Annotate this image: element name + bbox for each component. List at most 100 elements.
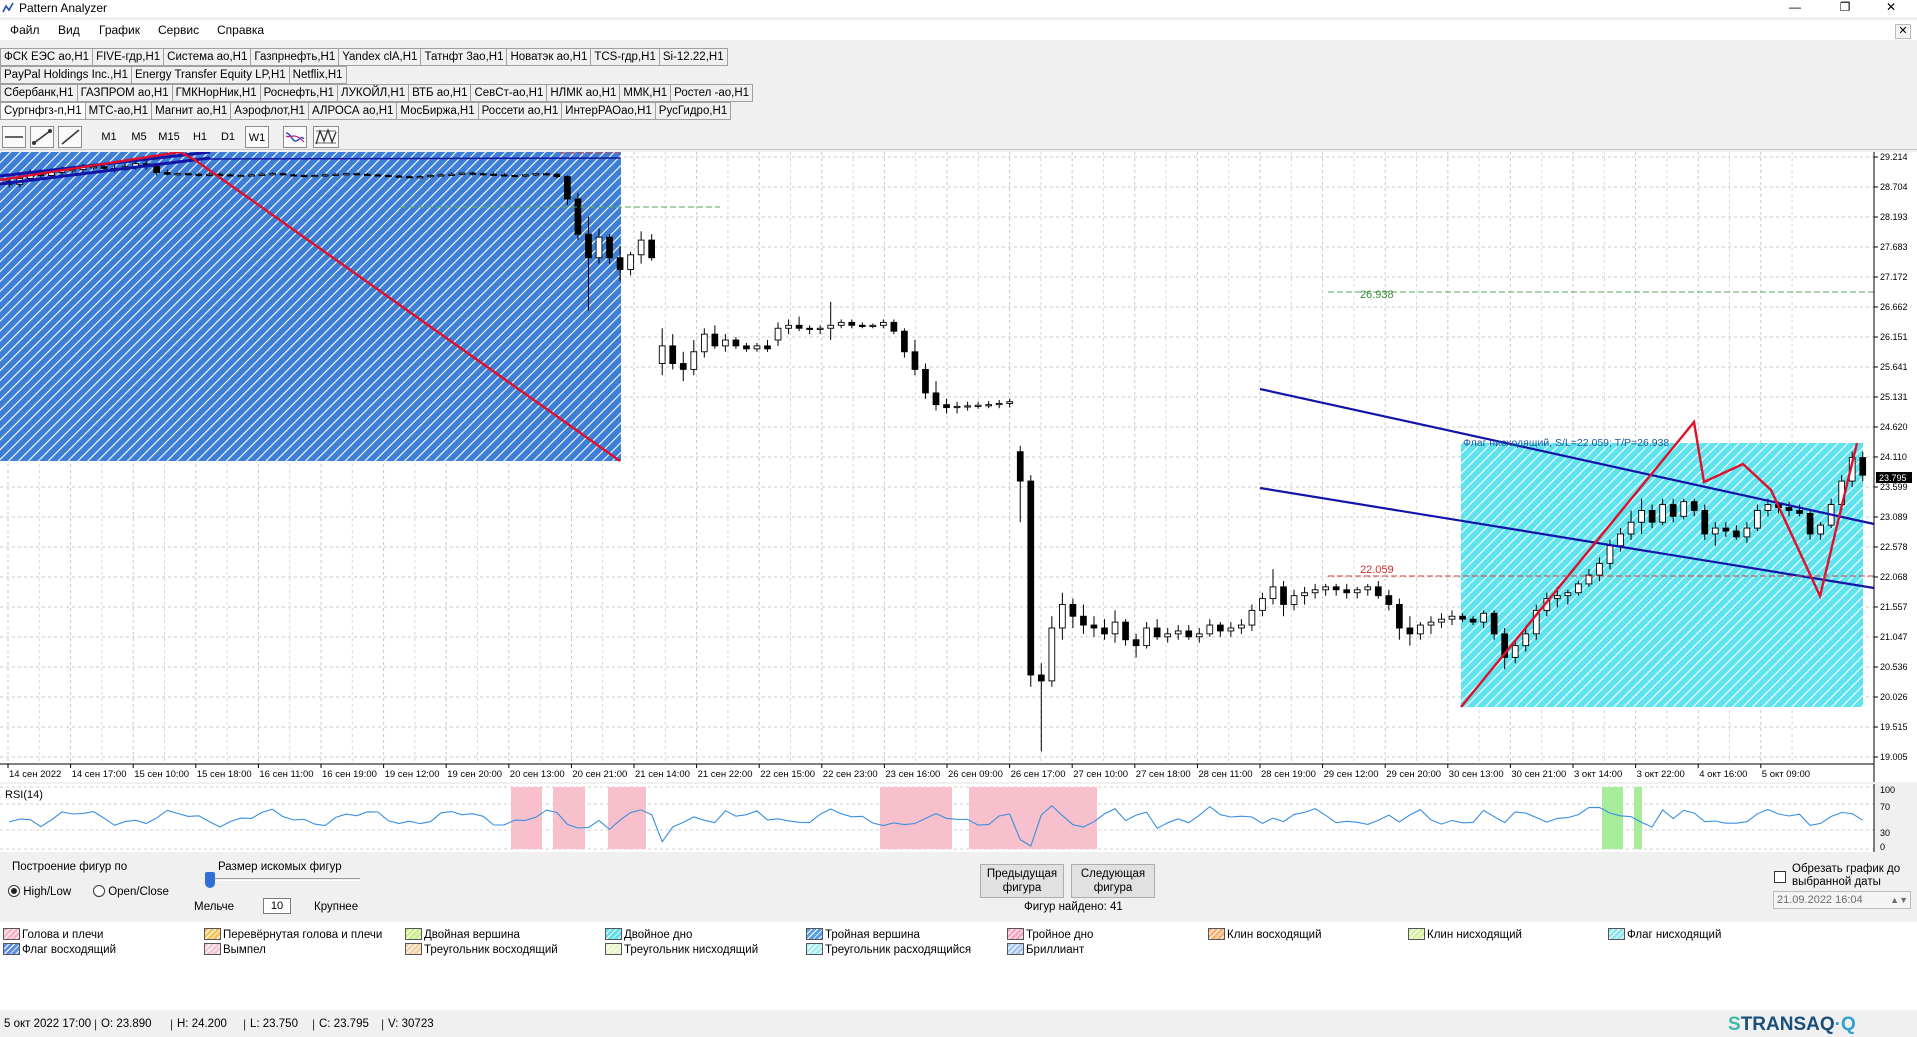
candle <box>658 328 666 376</box>
symbol-tab[interactable]: РусГидро,H1 <box>655 102 732 120</box>
price-tick-label: 29.214 <box>1880 152 1908 162</box>
rsi-indicator-icon[interactable] <box>283 126 307 148</box>
candle <box>532 172 540 177</box>
legend-label: Треугольник восходящий <box>424 944 558 956</box>
mdi-close-button[interactable]: ✕ <box>1895 24 1911 39</box>
legend-label: Бриллиант <box>1026 944 1085 956</box>
price-tick-label: 28.704 <box>1880 182 1908 192</box>
horizontal-line-icon[interactable] <box>2 126 26 148</box>
symbol-tab[interactable]: Energy Transfer Equity LP,H1 <box>132 66 290 84</box>
symbol-tab[interactable]: Аэрофлот,H1 <box>231 102 309 120</box>
symbol-tab[interactable]: ММК,H1 <box>620 84 672 102</box>
candle <box>932 381 940 411</box>
menu-help[interactable]: Справка <box>217 23 265 37</box>
status-high: H: 24.200 <box>177 1018 227 1030</box>
rsi-panel[interactable]: RSI(14) 100 70 30 0 <box>0 784 1917 852</box>
close-button[interactable]: ✕ <box>1885 0 1897 14</box>
pattern-zigzag-icon[interactable] <box>313 126 339 148</box>
candle <box>1722 522 1730 537</box>
symbol-tab[interactable]: ГАЗПРОМ ао,H1 <box>77 84 173 102</box>
size-value-field[interactable]: 10 <box>263 898 291 914</box>
timeframe-w1-button[interactable]: W1 <box>245 126 269 148</box>
symbol-tab[interactable]: Роснефть,H1 <box>260 84 339 102</box>
previous-figure-button[interactable]: Предыдущая фигура <box>980 864 1064 898</box>
price-tick-label: 26.662 <box>1880 302 1908 312</box>
timeframe-m5-button[interactable]: M5 <box>131 131 147 143</box>
rsi-oversold-zone <box>1634 787 1642 849</box>
candle <box>1659 498 1666 526</box>
symbol-tab[interactable]: Новатэк ао,H1 <box>507 48 592 66</box>
legend-label: Голова и плечи <box>22 929 104 941</box>
crop-checkbox[interactable] <box>1774 871 1786 883</box>
candle <box>227 173 234 177</box>
trend-line-icon[interactable] <box>30 126 54 148</box>
price-tick-label: 27.172 <box>1880 272 1908 282</box>
chart-area[interactable]: 26.938 22.059 Флаг нисходящий, S/L=22.05… <box>0 152 1917 852</box>
size-slider-thumb[interactable] <box>205 872 215 888</box>
symbol-tab[interactable]: МТС-ао,H1 <box>85 102 153 120</box>
symbol-tab[interactable]: МосБиржа,H1 <box>397 102 479 120</box>
time-tick-label: 5 окт 09:00 <box>1762 769 1810 780</box>
menu-service[interactable]: Сервис <box>158 23 200 37</box>
price-chart[interactable]: 26.938 22.059 Флаг нисходящий, S/L=22.05… <box>0 152 1917 852</box>
symbol-tab[interactable]: ВТБ ао,H1 <box>409 84 472 102</box>
symbol-tab[interactable]: ГМКНорНик,H1 <box>172 84 261 102</box>
timeframe-h1-button[interactable]: H1 <box>192 131 208 143</box>
symbol-tab[interactable]: ЛУКОЙЛ,H1 <box>338 84 410 102</box>
time-tick-label: 16 сен 11:00 <box>259 769 313 780</box>
radio-highlow[interactable]: High/Low <box>8 885 71 898</box>
ray-line-icon[interactable] <box>58 126 82 148</box>
symbol-tab[interactable]: FIVE-гдр,H1 <box>93 48 165 66</box>
menu-view[interactable]: Вид <box>58 23 80 37</box>
symbol-tab[interactable]: Ростел -ао,H1 <box>671 84 754 102</box>
menu-file[interactable]: Файл <box>10 23 40 37</box>
candle <box>1743 522 1751 543</box>
timeframe-m15-button[interactable]: M15 <box>158 131 180 143</box>
next-figure-button[interactable]: Следующая фигура <box>1071 864 1155 898</box>
status-volume: V: 30723 <box>388 1018 434 1030</box>
candle <box>1532 604 1540 640</box>
candle <box>279 172 287 176</box>
size-slider-track[interactable] <box>214 878 360 881</box>
candle <box>606 234 613 264</box>
candle <box>1153 619 1161 640</box>
time-axis: 14 сен 2022 14 сен 17:00 15 сен 10:00 15 се… <box>7 764 1810 780</box>
price-axis: 29.214 28.704 28.193 27.683 27.172 26.662 26.1… <box>1874 152 1908 762</box>
symbol-tab[interactable]: АЛРОСА ао,H1 <box>308 102 398 120</box>
symbol-tab[interactable]: СевСт-ао,H1 <box>471 84 548 102</box>
legend-item: Флаг нисходящий <box>1608 928 1721 942</box>
symbol-tab[interactable]: Si-12.22,H1 <box>659 48 728 66</box>
symbol-tab[interactable]: PayPal Holdings Inc.,H1 <box>0 66 133 84</box>
symbol-tab[interactable]: ФСК ЕЭС ао,H1 <box>0 48 94 66</box>
symbol-tab[interactable]: Магнит ао,H1 <box>152 102 232 120</box>
radio-openclose[interactable]: Open/Close <box>93 885 169 898</box>
symbol-tab[interactable]: Netflix,H1 <box>289 66 347 84</box>
candle <box>700 328 708 358</box>
price-tick-label: 25.131 <box>1880 392 1908 402</box>
crop-date-picker[interactable]: 21.09.2022 16:04 ▲▼ <box>1773 891 1911 909</box>
symbol-tab[interactable]: Газпрнефть,H1 <box>251 48 340 66</box>
timeframe-d1-button[interactable]: D1 <box>220 131 236 143</box>
candle <box>458 172 466 176</box>
symbol-tab[interactable]: TCS-гдр,H1 <box>591 48 660 66</box>
symbol-tab[interactable]: Система ао,H1 <box>164 48 252 66</box>
symbol-tab[interactable]: Yandex clA,H1 <box>339 48 422 66</box>
symbol-tab[interactable]: Татнфт 3ао,H1 <box>421 48 508 66</box>
candle <box>1227 622 1235 637</box>
legend-item: Треугольник нисходящий <box>605 943 758 957</box>
symbol-tab-active[interactable]: Сургнфгз-п,H1 <box>0 102 86 120</box>
symbol-tab[interactable]: ИнтерРАОао,H1 <box>562 102 656 120</box>
restore-button[interactable]: ❐ <box>1839 0 1851 14</box>
menu-chart[interactable]: График <box>99 23 140 37</box>
candle <box>258 172 266 176</box>
candle <box>1575 580 1582 596</box>
timeframe-m1-button[interactable]: M1 <box>101 131 117 143</box>
symbol-tab[interactable]: НЛМК ао,H1 <box>547 84 621 102</box>
legend-label: Флаг восходящий <box>22 944 116 956</box>
time-tick-label: 28 сен 19:00 <box>1261 769 1316 780</box>
symbol-tab[interactable]: Россети ао,H1 <box>478 102 563 120</box>
candle <box>1511 639 1519 664</box>
symbol-tab[interactable]: Сбербанк,H1 <box>0 84 78 102</box>
rsi-tick: 100 <box>1880 785 1895 795</box>
minimize-button[interactable]: — <box>1789 0 1801 14</box>
